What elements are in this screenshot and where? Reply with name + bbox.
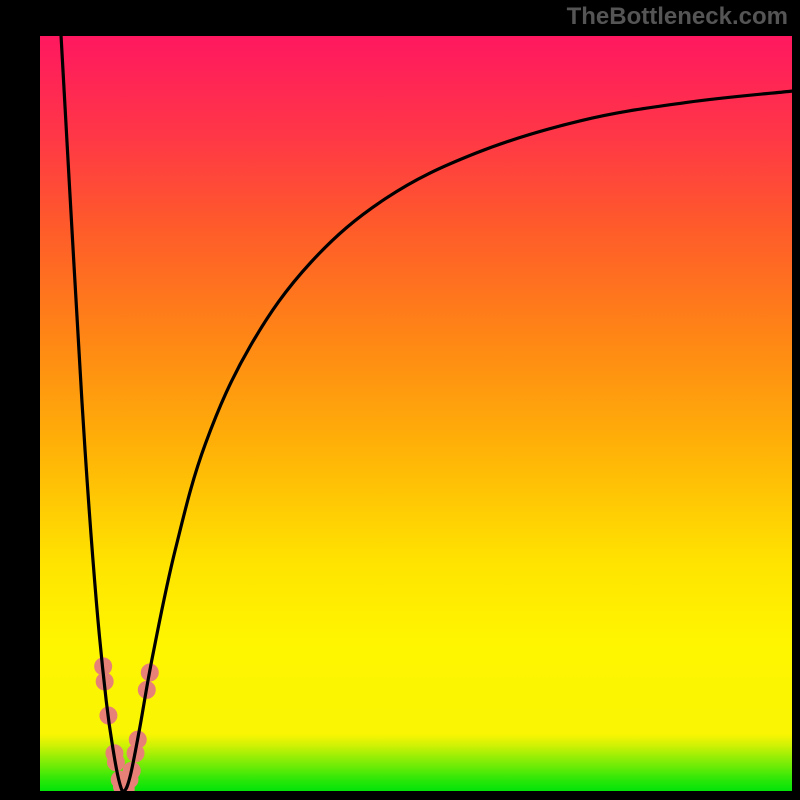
plot-area: [40, 36, 792, 791]
bottleneck-curve: [61, 36, 792, 791]
curve-layer: [40, 36, 792, 791]
figure-root: TheBottleneck.com: [0, 0, 800, 800]
watermark-text: TheBottleneck.com: [567, 3, 788, 31]
